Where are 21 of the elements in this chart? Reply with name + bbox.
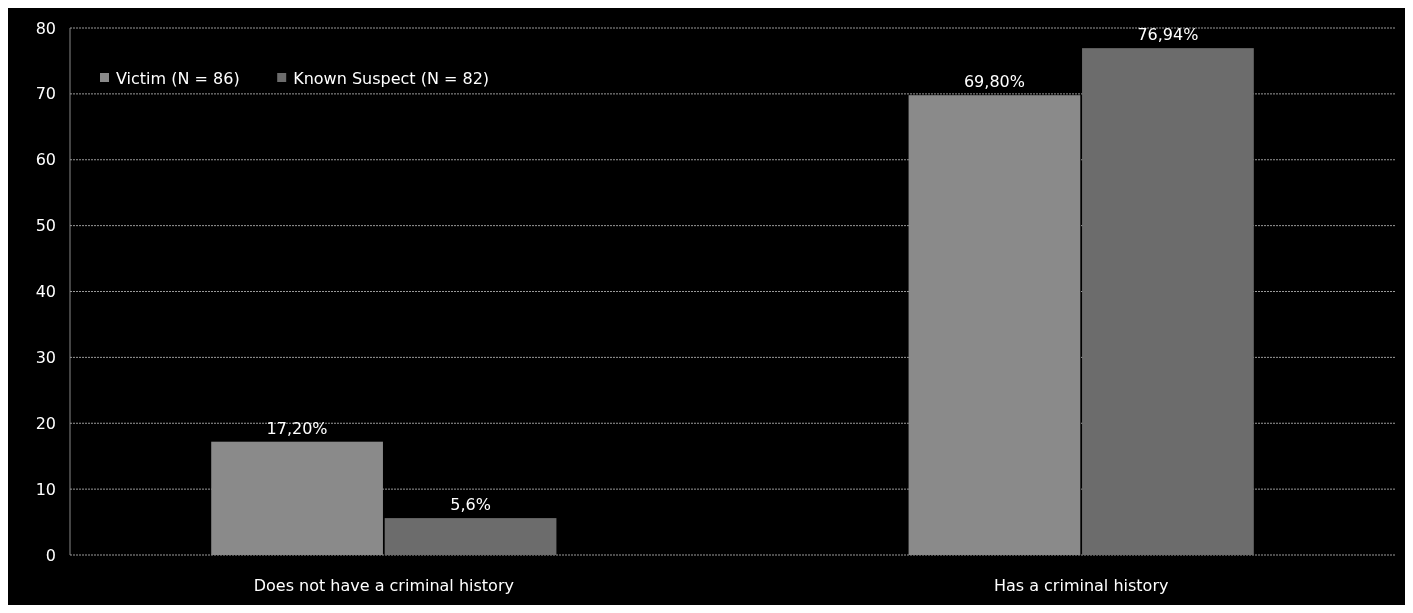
- data-label: 76,94%: [1137, 25, 1199, 45]
- y-tick-label: 0: [45, 545, 56, 565]
- x-tick-label: Has a criminal history: [993, 576, 1169, 595]
- data-label: 5,6%: [450, 495, 491, 515]
- bar: [1082, 48, 1254, 555]
- y-tick-label: 50: [35, 216, 56, 236]
- bar: [908, 95, 1081, 555]
- y-tick-label: 60: [35, 150, 56, 170]
- data-label: 17,20%: [266, 418, 328, 438]
- y-tick-label: 30: [35, 347, 56, 367]
- data-label: 69,80%: [963, 72, 1025, 92]
- y-tick-label: 70: [35, 84, 56, 104]
- y-tick-label: 20: [35, 413, 56, 433]
- x-tick-label: Does not have a criminal history: [253, 576, 514, 595]
- y-tick-label: 80: [35, 18, 56, 38]
- y-tick-label: 40: [35, 282, 56, 302]
- legend-label: Known Suspect (N = 82): [293, 68, 490, 88]
- bar: [211, 441, 383, 555]
- legend-label: Victim (N = 86): [116, 68, 240, 88]
- bar: [384, 518, 557, 555]
- y-tick-label: 10: [35, 479, 56, 499]
